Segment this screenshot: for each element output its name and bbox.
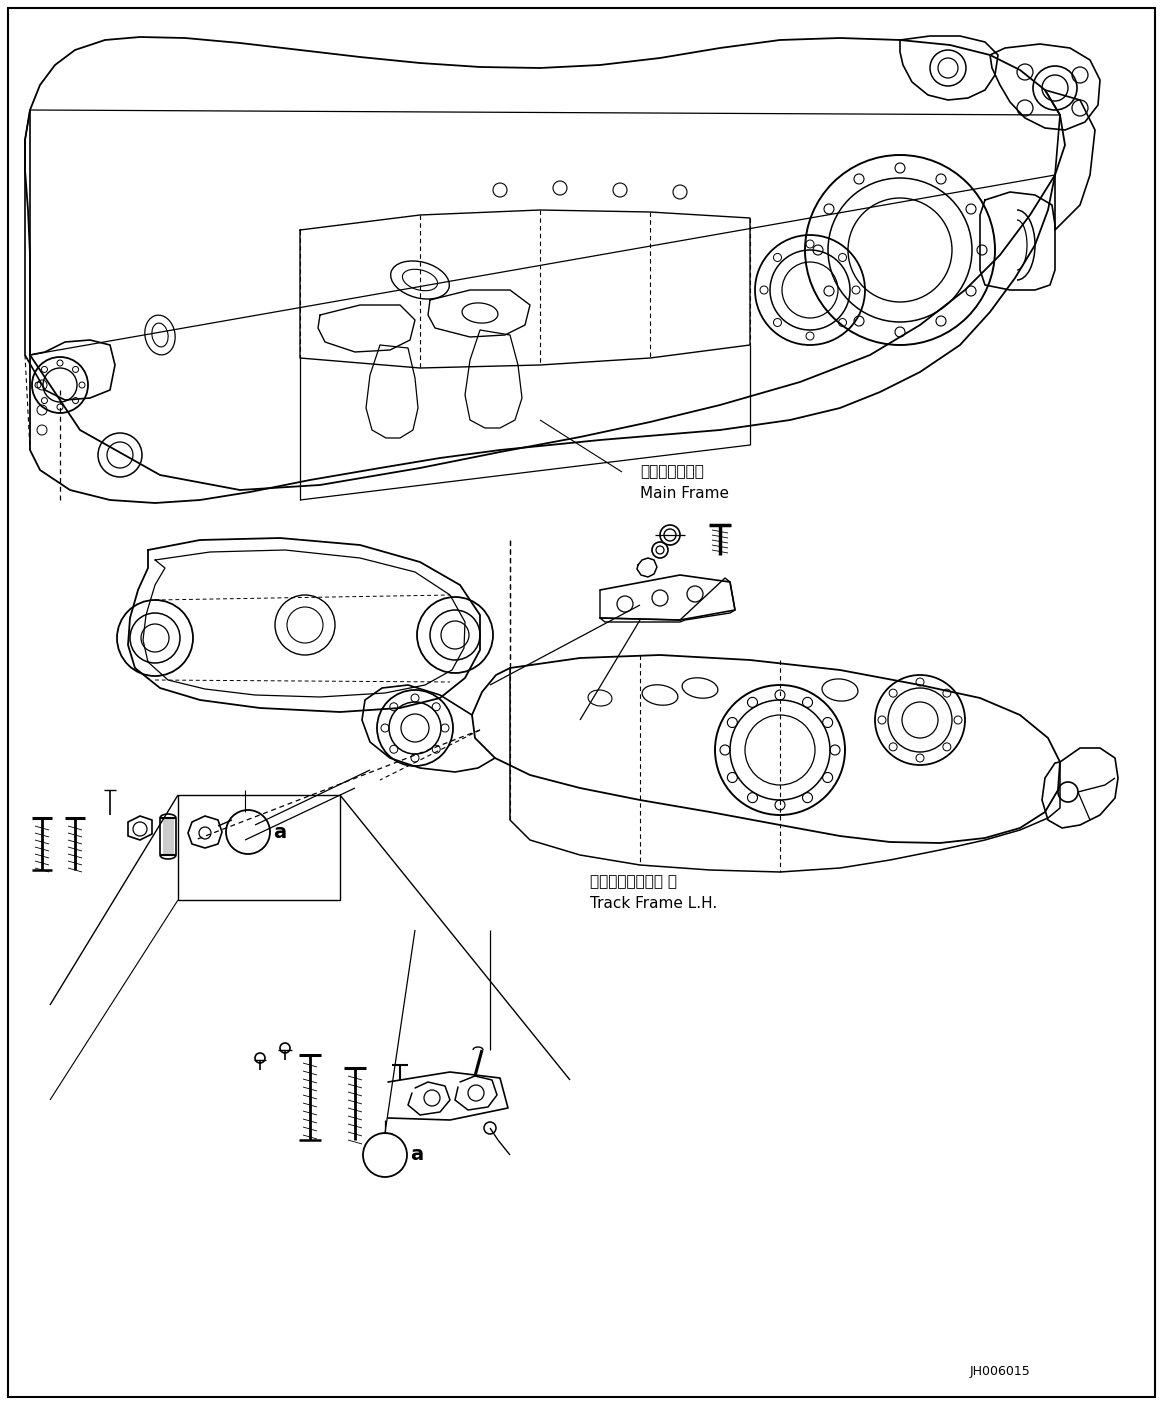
Text: メインフレーム: メインフレーム bbox=[640, 465, 704, 479]
Text: a: a bbox=[273, 822, 286, 842]
Text: JH006015: JH006015 bbox=[970, 1366, 1030, 1378]
Text: a: a bbox=[411, 1145, 423, 1165]
Text: Main Frame: Main Frame bbox=[640, 486, 729, 502]
Text: Track Frame L.H.: Track Frame L.H. bbox=[590, 896, 718, 912]
Text: トラックフレーム 左: トラックフレーム 左 bbox=[590, 874, 677, 889]
